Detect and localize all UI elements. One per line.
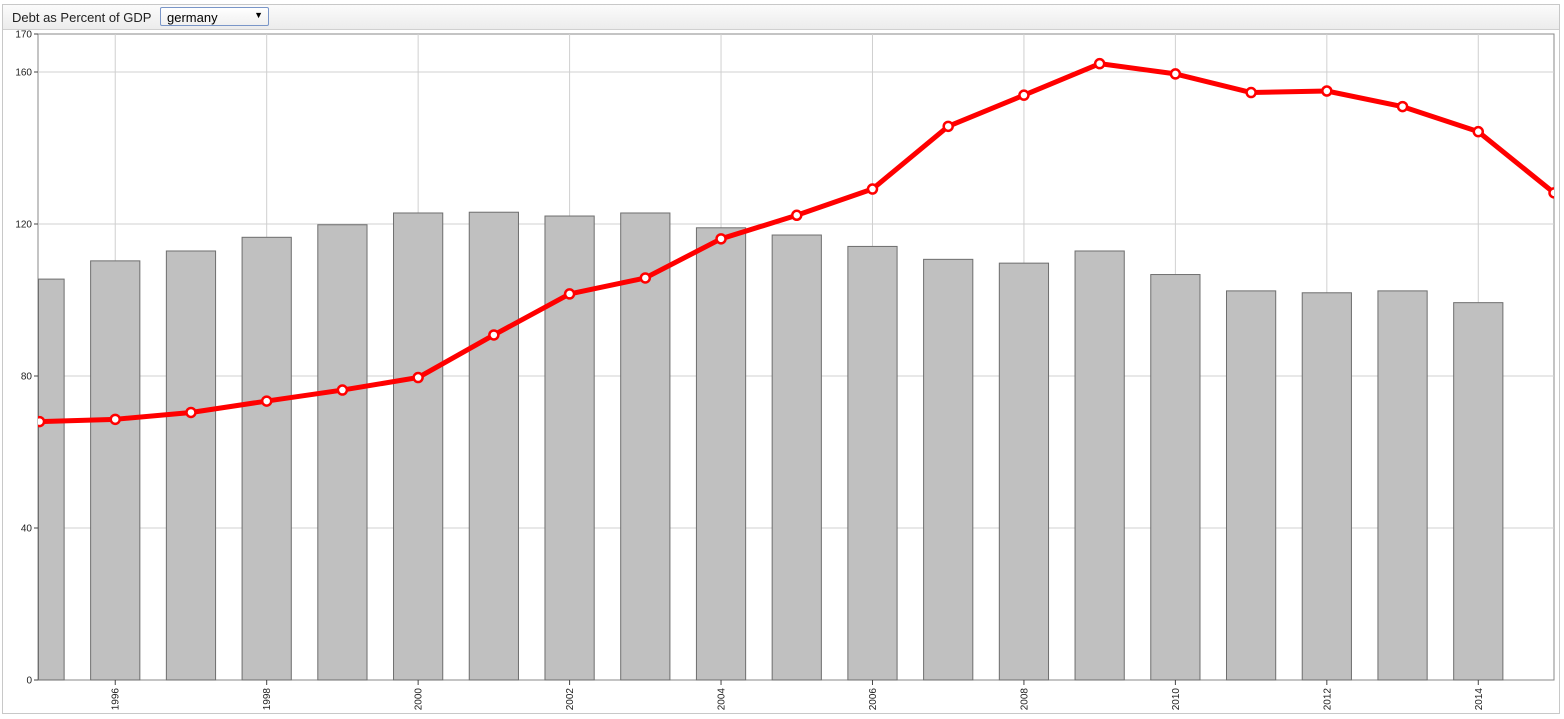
line-point-2003: [639, 272, 652, 284]
bar-2011: [1225, 290, 1277, 681]
y-tick-label: 40: [21, 524, 33, 535]
country-select-value: germany: [167, 10, 218, 25]
y-tick-label: 170: [15, 30, 32, 41]
bar-1995: [38, 278, 65, 681]
bar-2008: [998, 262, 1050, 681]
line-point-2007: [942, 120, 954, 133]
bar-2000: [393, 212, 444, 681]
bar-2009: [1074, 250, 1125, 681]
chevron-down-icon: ▼: [254, 10, 263, 20]
bar-1997: [165, 250, 217, 681]
line-point-2004: [715, 233, 727, 245]
line-point-2005: [791, 209, 803, 222]
x-tick-label: 2002: [565, 688, 576, 711]
x-tick-label: 2014: [1474, 688, 1485, 711]
line-point-2010: [1169, 68, 1182, 80]
line-point-1997: [185, 406, 197, 419]
x-tick-label: 2010: [1171, 688, 1182, 711]
toolbar: Debt as Percent of GDP germany ▼: [3, 5, 1559, 30]
bar-2004: [695, 227, 747, 681]
line-point-1998: [260, 395, 273, 407]
line-point-2006: [866, 183, 879, 195]
bar-2014: [1453, 302, 1504, 681]
line-point-2012: [1321, 85, 1333, 97]
line-point-2011: [1245, 86, 1257, 99]
line-point-1995: [38, 415, 46, 428]
bar-2012: [1301, 292, 1352, 681]
x-tick-label: 2012: [1322, 688, 1333, 711]
line-point-2009: [1093, 57, 1106, 70]
x-tick-label: 2004: [717, 688, 728, 711]
line-point-2001: [488, 329, 500, 341]
bar-2002: [544, 215, 595, 681]
bar-2013: [1377, 290, 1428, 681]
country-select[interactable]: germany ▼: [160, 7, 269, 26]
line-point-1996: [109, 413, 121, 426]
bar-2003: [620, 212, 671, 681]
line-point-2014: [1472, 125, 1485, 138]
bar-2005: [771, 234, 822, 681]
x-tick-label: 1998: [262, 688, 273, 711]
x-tick-label: 1996: [111, 688, 122, 711]
line-point-2000: [412, 371, 424, 384]
chart-title: Debt as Percent of GDP: [12, 10, 152, 25]
line-point-2008: [1018, 89, 1030, 101]
bar-1999: [317, 224, 368, 681]
line-point-1999: [336, 384, 349, 396]
y-tick-label: 80: [21, 372, 33, 383]
bar-2006: [847, 245, 898, 681]
bar-1998: [241, 236, 292, 681]
bar-2007: [923, 258, 974, 681]
x-tick-label: 2006: [868, 688, 879, 711]
line-point-2002: [563, 288, 576, 300]
line-point-2013: [1396, 100, 1409, 113]
bar-2001: [468, 211, 519, 681]
line-point-2015: [1548, 187, 1554, 199]
y-tick-label: 160: [15, 68, 32, 79]
y-tick-label: 0: [26, 676, 32, 687]
y-tick-label: 120: [15, 220, 32, 231]
bar-1996: [90, 260, 141, 681]
x-tick-label: 2008: [1019, 688, 1030, 711]
x-tick-label: 2000: [414, 688, 425, 711]
bar-2010: [1150, 274, 1201, 681]
